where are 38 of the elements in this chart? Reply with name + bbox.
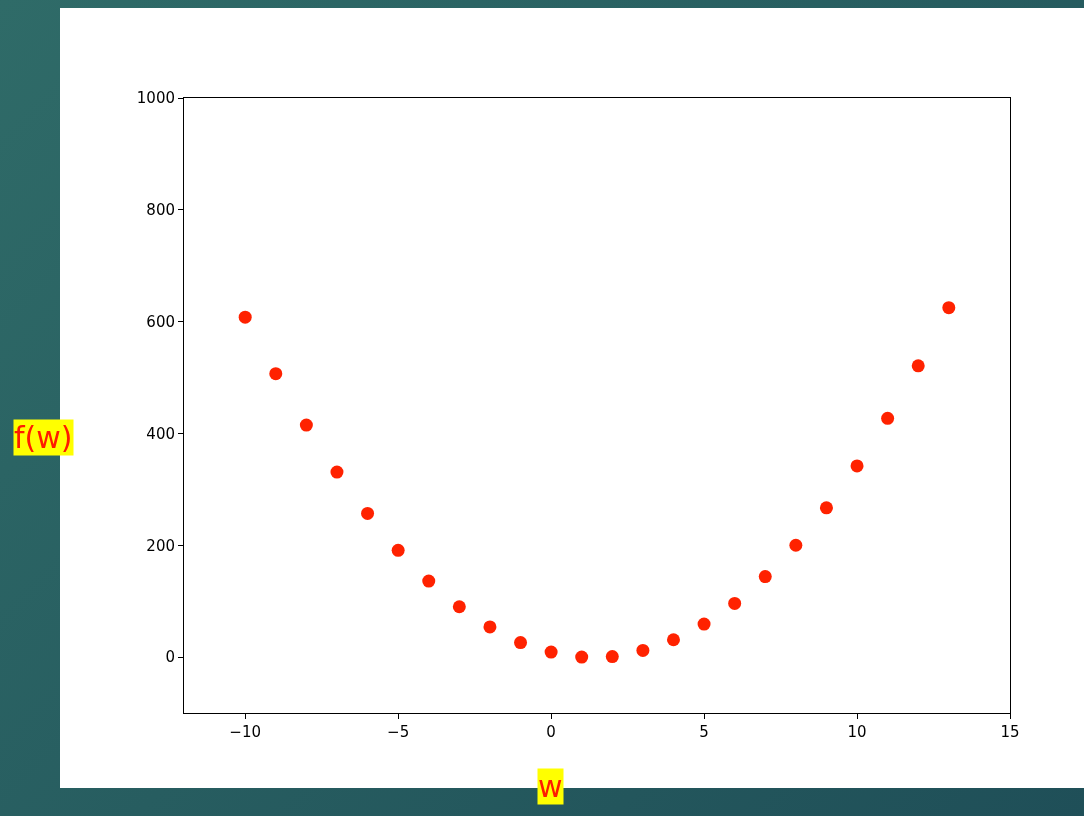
x-tick-label: 0 (546, 723, 556, 741)
point (544, 645, 558, 659)
point (942, 301, 956, 315)
point (269, 367, 283, 381)
y-tick-label: 1000 (136, 89, 175, 108)
point (575, 650, 589, 664)
point (819, 501, 833, 515)
point (758, 570, 772, 584)
point (605, 650, 619, 664)
point (299, 418, 313, 432)
x-tick-label: 15 (1000, 723, 1020, 741)
point (666, 633, 680, 647)
point (483, 620, 497, 634)
point (452, 600, 466, 614)
y-tick-label: 400 (146, 424, 175, 443)
x-tick-label: −5 (387, 723, 410, 741)
point (697, 617, 711, 631)
point (636, 643, 650, 657)
y-tick-label: 0 (165, 648, 175, 667)
x-tick-label: −10 (229, 723, 262, 741)
x-axis-title: w (538, 769, 563, 804)
point (881, 411, 895, 425)
point (361, 506, 375, 520)
point (330, 465, 344, 479)
x-tick-label: 10 (847, 723, 867, 741)
point (850, 459, 864, 473)
point (789, 538, 803, 552)
point (238, 310, 252, 324)
x-tick-label: 5 (699, 723, 709, 741)
point (391, 543, 405, 557)
point (514, 636, 528, 650)
y-tick-label: 600 (146, 312, 175, 331)
y-tick-label: 800 (146, 201, 175, 220)
point (911, 359, 925, 373)
y-tick-label: 200 (146, 536, 175, 555)
point (422, 574, 436, 588)
point (728, 596, 742, 610)
y-axis-title: f(w) (14, 420, 73, 455)
